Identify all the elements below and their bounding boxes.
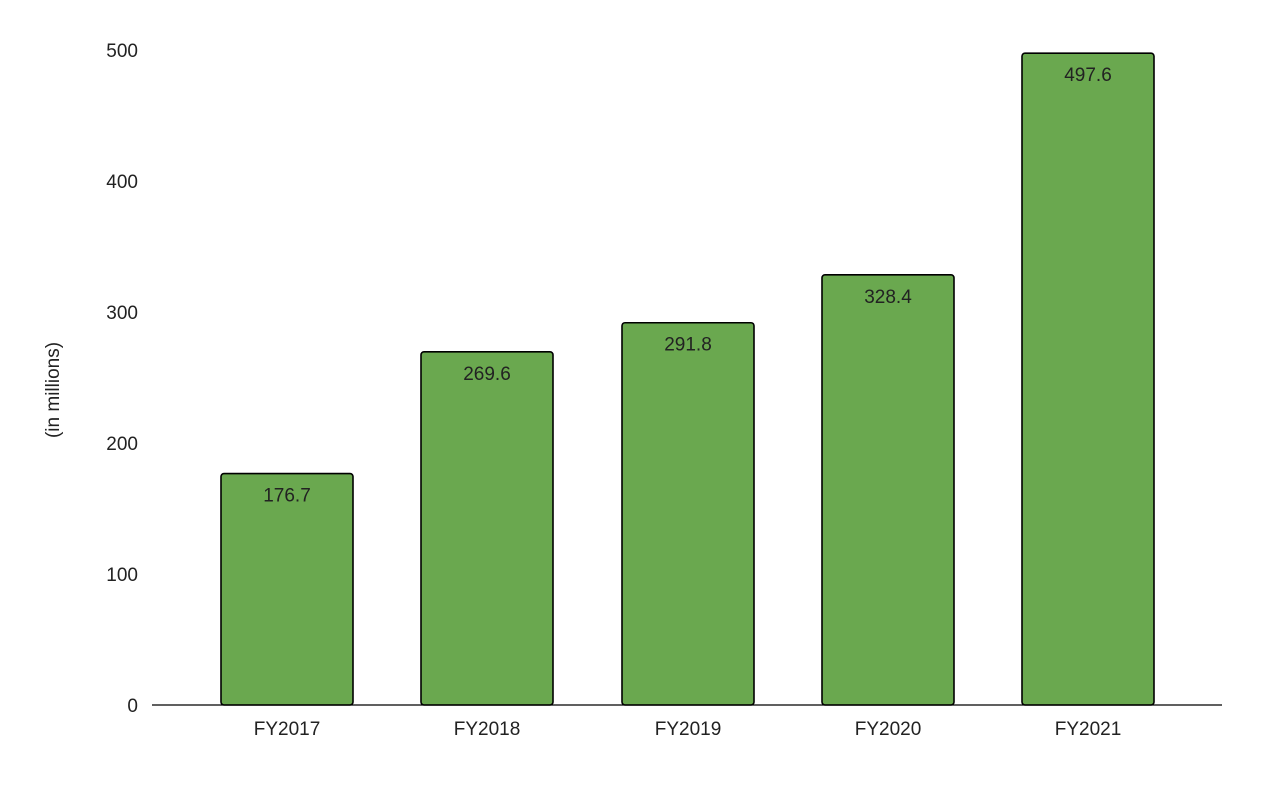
x-axis-labels: FY2017 FY2018 FY2019 FY2020 FY2021 (254, 719, 1122, 740)
bar-fy2021 (1021, 52, 1155, 706)
bar-fy2018 (420, 351, 554, 706)
data-label-fy2018: 269.6 (463, 364, 511, 385)
y-tick-label: 500 (106, 41, 138, 62)
data-label-fy2020: 328.4 (864, 287, 912, 308)
x-tick-label-fy2019: FY2019 (655, 719, 722, 740)
y-axis-ticks: 0 100 200 300 400 500 (106, 41, 138, 717)
bar-fy2020 (821, 273, 955, 706)
x-tick-label-fy2021: FY2021 (1055, 719, 1122, 740)
data-labels: 176.7 269.6 291.8 328.4 497.6 (263, 65, 1112, 506)
y-tick-label: 200 (106, 434, 138, 455)
bar-fy2017 (220, 472, 354, 706)
bar-fy2019 (621, 321, 755, 706)
y-axis-title: (in millions) (43, 342, 64, 438)
x-tick-label-fy2018: FY2018 (454, 719, 521, 740)
y-tick-label: 300 (106, 303, 138, 324)
x-tick-label-fy2020: FY2020 (855, 719, 922, 740)
bars (220, 52, 1155, 706)
data-label-fy2019: 291.8 (664, 335, 712, 356)
x-tick-label-fy2017: FY2017 (254, 719, 321, 740)
y-tick-label: 400 (106, 172, 138, 193)
data-label-fy2021: 497.6 (1064, 65, 1112, 86)
y-tick-label: 0 (127, 696, 138, 717)
data-label-fy2017: 176.7 (263, 486, 311, 507)
y-tick-label: 100 (106, 565, 138, 586)
